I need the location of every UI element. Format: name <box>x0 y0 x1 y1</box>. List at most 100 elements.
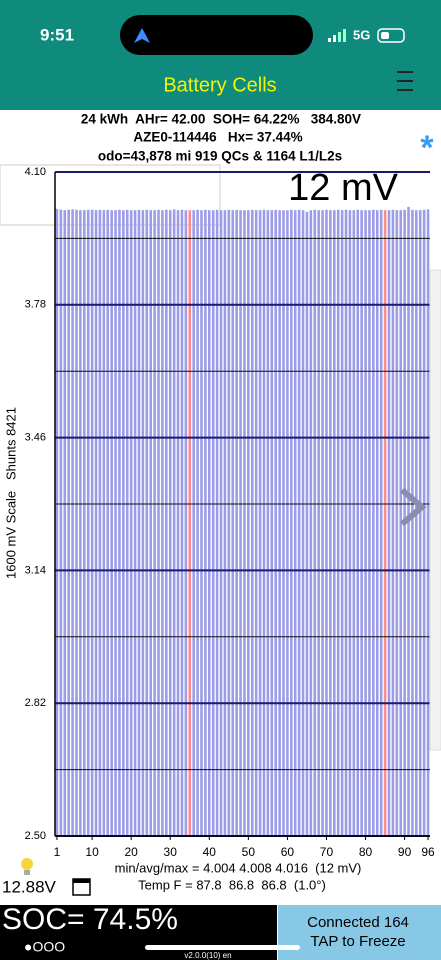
signal <box>343 29 346 42</box>
bar <box>336 209 340 836</box>
bar <box>227 209 231 836</box>
bar <box>286 210 289 836</box>
bar <box>411 209 414 836</box>
bar <box>165 209 168 836</box>
signal <box>333 35 336 42</box>
bar <box>94 210 98 836</box>
battery <box>377 28 405 43</box>
x-tick-label: 60 <box>281 845 295 859</box>
y-tick-label: 3.78 <box>25 299 46 311</box>
bar <box>352 210 356 836</box>
bar <box>90 209 94 836</box>
bar <box>368 210 371 836</box>
bar <box>208 210 211 836</box>
x-tick-label: 70 <box>320 845 334 859</box>
bar <box>168 210 172 836</box>
bar <box>83 210 86 836</box>
y-tick-label: 2.82 <box>25 697 46 709</box>
stats: min/avg/max = 4.004 4.008 4.016 (12 mV) <box>115 860 362 875</box>
bar <box>192 210 195 836</box>
bar <box>270 210 274 836</box>
bar <box>235 209 238 836</box>
bar <box>391 209 395 836</box>
bar <box>133 210 137 836</box>
x-tick-label: 20 <box>124 845 138 859</box>
nav-icon <box>134 28 150 43</box>
bar <box>59 209 63 836</box>
bar <box>258 210 262 836</box>
bar <box>266 210 270 836</box>
bar <box>231 210 235 836</box>
bulb-icon <box>21 858 33 875</box>
bar <box>379 209 383 836</box>
bar <box>219 210 223 836</box>
next-arrow[interactable] <box>400 487 427 527</box>
bar <box>79 210 82 836</box>
signal <box>338 32 341 42</box>
x-tick-label: 10 <box>85 845 99 859</box>
bar <box>125 209 129 836</box>
bar <box>387 210 391 836</box>
freeze-label[interactable]: TAP to Freeze <box>310 933 405 950</box>
bar <box>102 210 106 836</box>
bar <box>157 209 160 836</box>
bar <box>325 209 328 836</box>
bar <box>71 209 74 837</box>
bar <box>247 210 250 836</box>
bar <box>309 210 313 836</box>
battery-level <box>381 32 389 39</box>
bar <box>321 210 324 836</box>
bar <box>243 210 246 836</box>
menu-button[interactable] <box>397 71 413 91</box>
bar <box>262 209 266 836</box>
bar <box>67 209 70 836</box>
bar <box>204 209 207 836</box>
info-line: odo=43,878 mi 919 QCs & 1164 L1/L2s <box>98 149 342 164</box>
calendar-icon[interactable] <box>72 878 91 896</box>
network: 5G <box>353 27 370 42</box>
bar <box>278 210 281 836</box>
x-tick-label: 50 <box>242 845 256 859</box>
bar <box>301 210 305 836</box>
bar <box>110 210 113 836</box>
bar <box>395 210 399 836</box>
bar <box>145 209 149 836</box>
bar <box>161 210 164 836</box>
freeze-button[interactable] <box>278 905 441 960</box>
bar <box>333 210 336 836</box>
x-tick-label: 90 <box>398 845 412 859</box>
bar <box>290 209 293 836</box>
bar <box>172 209 176 837</box>
bar <box>418 210 422 836</box>
bar <box>340 210 344 836</box>
aux-voltage: 12.88V <box>2 877 57 896</box>
bar <box>313 209 317 836</box>
version: v2.0.0(10) en <box>184 951 231 960</box>
bar <box>188 210 192 836</box>
bar <box>184 210 188 836</box>
bar <box>360 210 363 836</box>
bar <box>114 210 117 836</box>
bar <box>344 209 348 836</box>
x-tick-label: 40 <box>203 845 217 859</box>
dynamic-island <box>120 15 313 55</box>
bar <box>176 210 180 836</box>
clock: 9:51 <box>40 25 74 44</box>
bar <box>348 210 352 836</box>
bar <box>383 210 387 836</box>
bar <box>415 210 418 836</box>
bar <box>122 210 125 836</box>
chart: 2.50 2.82 3.14 3.46 3.78 4.10 1 10 20 30 40 50 60 70 8… <box>25 166 435 859</box>
temps: Temp F = 87.8 86.8 86.8 (1.0°) <box>138 877 326 892</box>
bar <box>254 210 258 836</box>
bar <box>63 210 67 836</box>
bar <box>180 209 184 836</box>
bar <box>329 210 332 836</box>
x-tick-label: 80 <box>359 845 373 859</box>
star-button[interactable]: * <box>420 129 434 167</box>
bar <box>196 209 199 836</box>
bar <box>211 210 215 836</box>
bar <box>106 209 110 836</box>
bar <box>305 211 309 837</box>
